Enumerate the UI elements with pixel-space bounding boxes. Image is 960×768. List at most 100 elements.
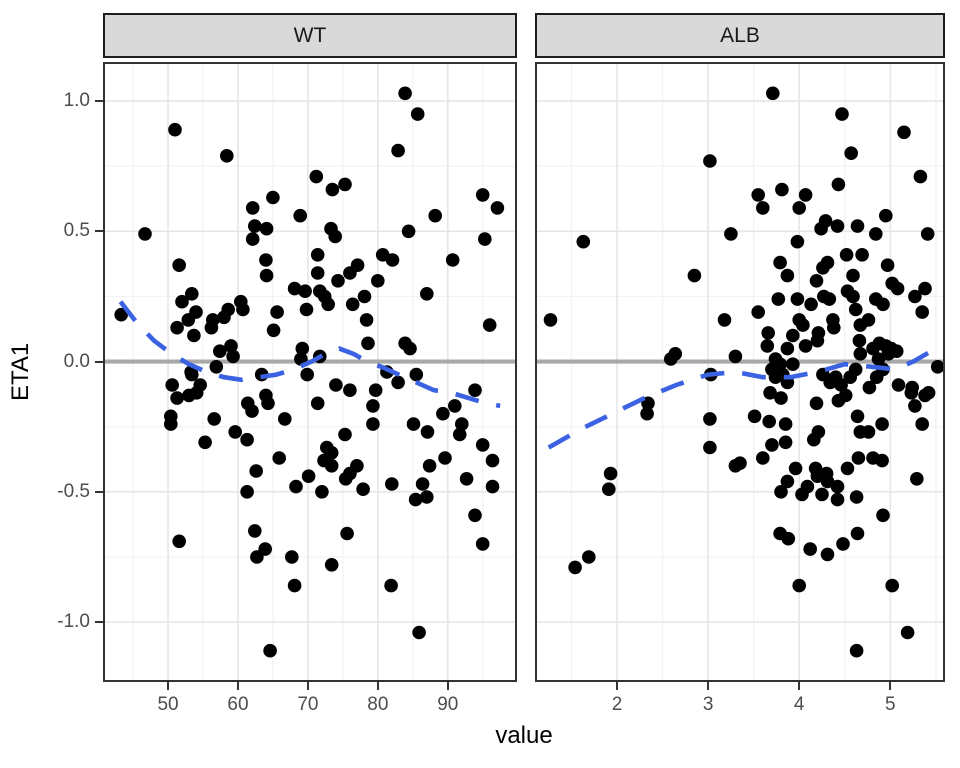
y-axis-title: ETA1 [7, 342, 34, 402]
data-point [248, 219, 262, 233]
data-point [422, 459, 437, 473]
data-point [475, 537, 490, 551]
data-point [840, 461, 855, 476]
data-point [915, 305, 929, 319]
data-point [170, 391, 184, 405]
data-point [324, 558, 339, 572]
data-point [189, 386, 204, 400]
data-point [823, 375, 837, 390]
data-point [766, 86, 780, 101]
data-point [640, 406, 654, 421]
data-point [910, 472, 924, 486]
data-point [455, 417, 469, 431]
data-point [343, 383, 357, 398]
data-point [420, 287, 434, 301]
data-point [259, 268, 274, 283]
data-point [401, 224, 416, 239]
data-point [209, 360, 224, 374]
x-tick-mark [167, 682, 170, 690]
data-point [846, 268, 860, 283]
x-tick-mark [889, 682, 892, 690]
data-point [786, 357, 800, 372]
data-point [773, 255, 787, 270]
data-point [310, 266, 325, 280]
data-point [790, 292, 805, 306]
data-point [181, 313, 196, 327]
data-point [490, 201, 505, 215]
data-point [850, 409, 865, 424]
data-point [876, 297, 890, 312]
data-point [261, 396, 275, 411]
y-tick-label: -1.0 [57, 611, 90, 633]
data-point [114, 307, 128, 322]
data-point [331, 274, 345, 288]
data-point [187, 328, 201, 343]
data-point [809, 396, 824, 411]
data-point [778, 435, 793, 450]
data-point [834, 378, 848, 392]
data-point [172, 534, 186, 549]
data-point [468, 383, 482, 398]
data-point [164, 417, 178, 431]
data-point [366, 417, 380, 431]
data-point [245, 404, 259, 418]
data-point [844, 146, 858, 160]
data-point [287, 281, 302, 296]
data-point [849, 490, 864, 504]
data-point [733, 456, 747, 471]
data-point [165, 378, 179, 392]
data-point [576, 234, 591, 249]
data-point [780, 268, 795, 283]
data-point [478, 232, 492, 246]
data-point [921, 386, 936, 400]
data-point [385, 477, 399, 491]
x-axis-title: value [495, 722, 553, 749]
data-point [786, 328, 800, 343]
data-point [798, 339, 813, 353]
data-point [855, 248, 869, 262]
data-point [345, 297, 360, 312]
data-point [485, 479, 500, 494]
data-point [810, 333, 825, 348]
data-point [204, 320, 219, 335]
data-point [436, 406, 450, 421]
x-tick-label: 50 [157, 694, 179, 715]
data-point [792, 578, 806, 593]
data-point [328, 229, 342, 244]
smooth-line [547, 349, 933, 450]
data-point [445, 253, 460, 267]
data-point [908, 399, 922, 413]
data-point [310, 396, 325, 411]
panel-border [535, 62, 945, 682]
data-point [543, 313, 558, 327]
data-point [811, 425, 826, 439]
data-point [221, 302, 235, 317]
data-point [876, 508, 890, 523]
data-point [295, 341, 310, 356]
data-point [838, 388, 853, 403]
data-point [391, 143, 405, 158]
data-point [475, 438, 490, 452]
data-point [266, 323, 281, 338]
y-tick-label: 0.0 [63, 350, 90, 372]
x-tick-label: 3 [702, 694, 714, 715]
data-point [240, 485, 254, 499]
data-point [861, 313, 876, 327]
data-point [338, 427, 352, 442]
data-point [830, 219, 845, 233]
data-point [482, 318, 497, 332]
data-point [827, 320, 841, 335]
y-tick-label: 1.0 [63, 90, 90, 112]
data-point [248, 524, 262, 538]
data-point [913, 169, 928, 184]
data-point [788, 461, 803, 476]
data-point [897, 125, 911, 140]
data-point [582, 550, 596, 564]
data-point [301, 469, 316, 484]
data-point [747, 409, 762, 424]
data-point [245, 232, 260, 246]
data-point [315, 485, 329, 499]
data-point [822, 292, 837, 306]
x-tick-label: 80 [367, 694, 389, 715]
data-point [751, 305, 765, 319]
